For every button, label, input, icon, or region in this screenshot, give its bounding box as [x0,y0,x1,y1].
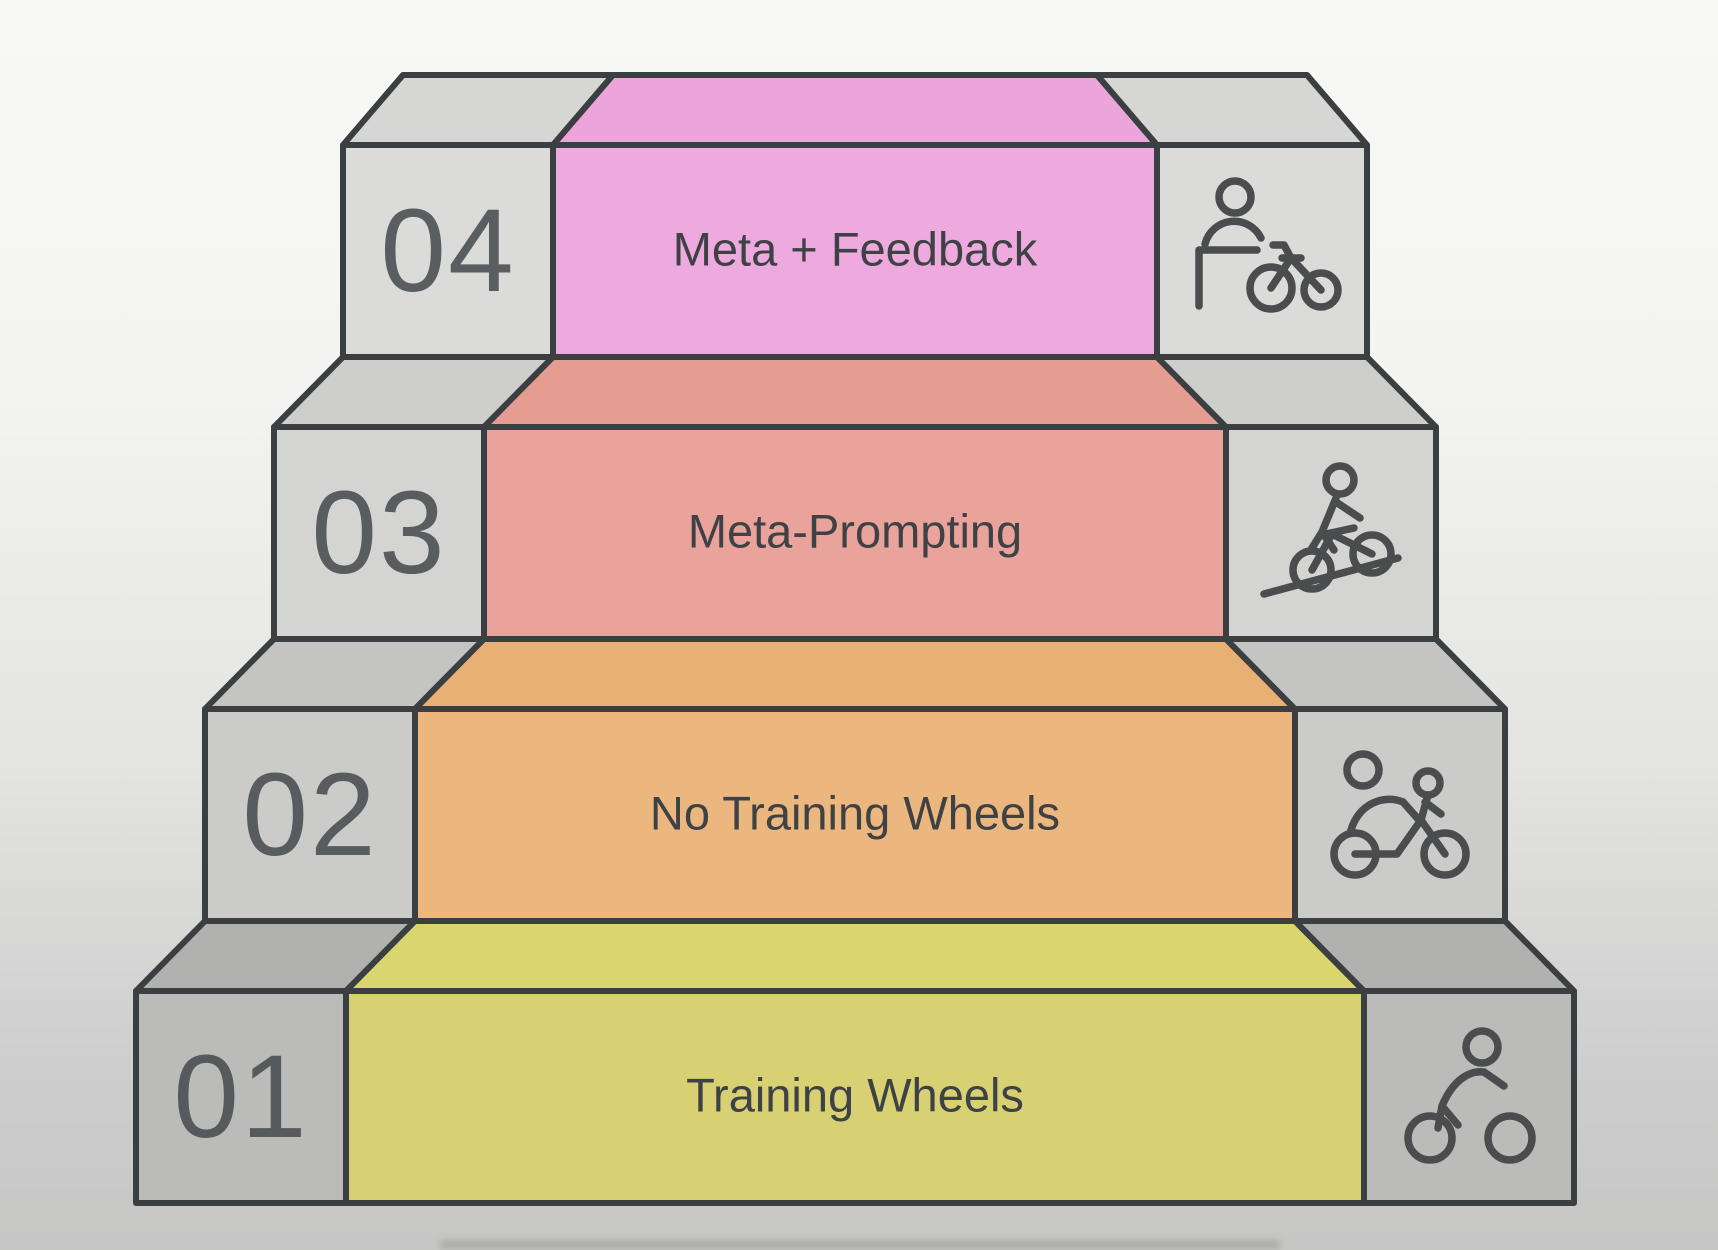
step-02-label: No Training Wheels [650,787,1060,840]
step-04: 04 Meta + Feedback [340,72,1370,360]
tandem-riders-icon [1330,750,1470,879]
step-04-icon-block [1154,142,1370,360]
child-body [1417,791,1445,824]
step-02-center-top-face [412,636,1298,712]
rider-body [1434,1068,1508,1132]
bike-front-wheel [1484,1112,1536,1164]
rider-body [1308,494,1364,554]
bike-frame [1351,816,1449,858]
cyclist-uphill-icon [1260,462,1402,598]
adult-head [1343,750,1383,790]
bike-stand [1195,246,1261,310]
step-03: 03 Meta-Prompting [271,354,1439,642]
rider-head [1322,462,1358,498]
step-01: 01 Training Wheels [133,918,1577,1206]
person-with-bike-icon [1195,177,1342,313]
person-head [1215,177,1255,217]
step-04-center-top-face [550,72,1160,148]
step-01-icon-block [1361,988,1577,1206]
step-03-label: Meta-Prompting [688,505,1022,558]
step-03-center-top-face [481,354,1229,430]
step-02: 02 No Training Wheels [202,636,1508,924]
bike-front-wheel [1349,531,1395,577]
bike-frame [1308,524,1376,574]
step-01-center-top-face [343,918,1367,994]
step-03-number: 03 [311,467,446,599]
bottom-shadow-strip [440,1240,1280,1249]
bike-rear-wheel [1246,263,1296,313]
rider-head [1462,1027,1502,1067]
bike-front-wheel [1300,269,1342,311]
step-04-number: 04 [380,185,515,317]
bike-rear-wheel [1404,1112,1456,1164]
bike-frame [1267,241,1325,294]
step-01-number: 01 [173,1031,308,1163]
adult-body [1347,795,1423,834]
step-02-number: 02 [242,749,377,881]
person-shoulders [1201,217,1265,248]
step-04-label: Meta + Feedback [673,223,1038,276]
step-01-label: Training Wheels [686,1069,1024,1122]
cyclist-icon [1404,1027,1536,1164]
bike-front-wheel [1420,829,1470,879]
step-02-icon-block [1292,706,1508,924]
